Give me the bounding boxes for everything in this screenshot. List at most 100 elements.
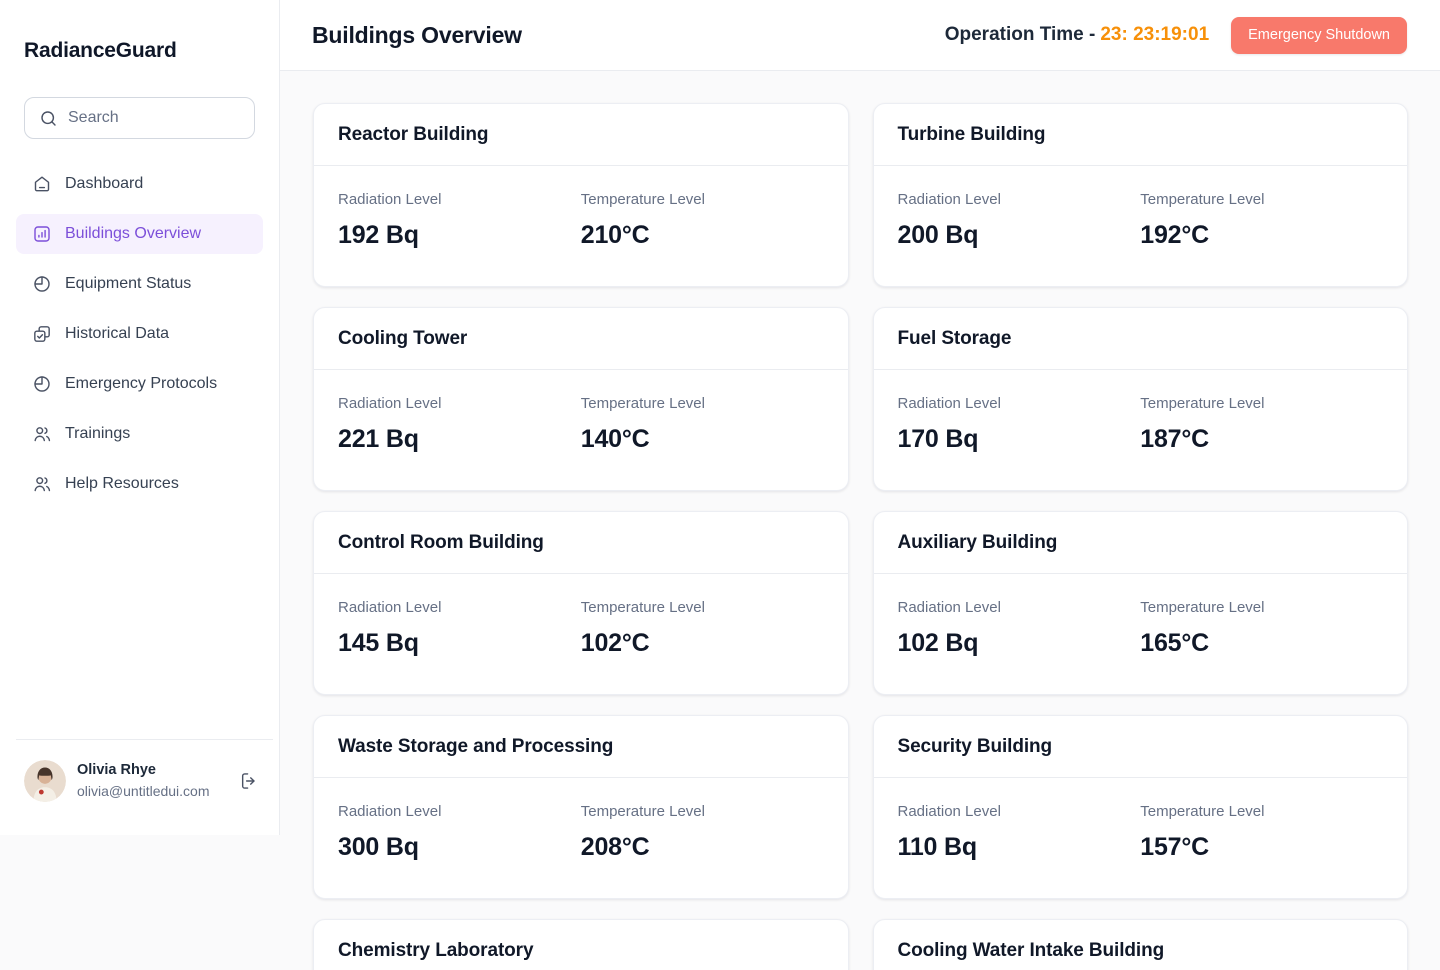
building-card-header: Reactor Building — [314, 104, 848, 166]
operation-time: Operation Time -23: 23:19:01 — [945, 24, 1209, 46]
radiation-value: 192 Bq — [338, 221, 419, 249]
building-card-body: Radiation Level 102 Bq Temperature Level… — [874, 574, 1408, 658]
building-card-body: Radiation Level 300 Bq Temperature Level… — [314, 778, 848, 862]
radiation-value: 300 Bq — [338, 833, 419, 861]
building-card-header: Cooling Tower — [314, 308, 848, 370]
building-card-header: Control Room Building — [314, 512, 848, 574]
radiation-label: Radiation Level — [897, 599, 1001, 616]
building-title: Cooling Water Intake Building — [897, 939, 1165, 961]
main-content: Reactor Building Radiation Level 192 Bq … — [281, 72, 1440, 970]
radiation-label: Radiation Level — [897, 395, 1001, 412]
temperature-metric: Temperature Level 102°C — [581, 599, 824, 658]
radiation-value: 145 Bq — [338, 629, 419, 657]
temperature-label: Temperature Level — [580, 803, 705, 820]
radiation-value: 221 Bq — [338, 425, 419, 453]
building-card-header: Fuel Storage — [873, 308, 1407, 370]
building-title: Reactor Building — [338, 123, 489, 145]
sidebar-item-label: Equipment Status — [65, 275, 192, 292]
radiation-metric: Radiation Level 170 Bq — [898, 395, 1141, 454]
logout-button[interactable] — [235, 768, 261, 794]
temperature-label: Temperature Level — [580, 191, 705, 208]
building-card-body: Radiation Level 221 Bq Temperature Level… — [314, 370, 848, 454]
building-title: Control Room Building — [338, 531, 544, 553]
building-card-auxiliary-building: Auxiliary Building Radiation Level 102 B… — [872, 511, 1408, 695]
temperature-value: 210°C — [580, 221, 650, 249]
profile-name: Olivia Rhye — [77, 762, 156, 779]
sidebar-item-help-resources[interactable]: Help Resources — [16, 464, 263, 504]
temperature-label: Temperature Level — [580, 395, 705, 412]
radiation-metric: Radiation Level 102 Bq — [898, 599, 1141, 658]
app-logo: RadianceGuard — [24, 39, 177, 62]
sidebar: RadianceGuard Dashboard Buildings Overvi… — [0, 0, 280, 835]
building-card-reactor-building: Reactor Building Radiation Level 192 Bq … — [313, 103, 849, 287]
temperature-label: Temperature Level — [1140, 599, 1265, 616]
building-card-security-building: Security Building Radiation Level 110 Bq… — [872, 715, 1408, 899]
building-card-body: Radiation Level 200 Bq Temperature Level… — [874, 166, 1408, 250]
radiation-label: Radiation Level — [897, 803, 1001, 820]
building-title: Turbine Building — [897, 123, 1046, 145]
radiation-metric: Radiation Level 200 Bq — [898, 191, 1141, 250]
radiation-label: Radiation Level — [338, 803, 442, 820]
sidebar-item-emergency-protocols[interactable]: Emergency Protocols — [16, 364, 263, 404]
temperature-label: Temperature Level — [1140, 803, 1265, 820]
log-out-icon — [238, 771, 258, 791]
temperature-metric: Temperature Level 157°C — [1140, 803, 1383, 862]
search-box[interactable] — [24, 97, 255, 139]
building-card-cooling-water-intake-building: Cooling Water Intake Building Radiation … — [872, 919, 1408, 970]
temperature-metric: Temperature Level 208°C — [581, 803, 824, 862]
user-profile: Olivia Rhye olivia@untitledui.com — [24, 760, 261, 802]
sidebar-item-historical-data[interactable]: Historical Data — [16, 314, 263, 354]
search-input[interactable] — [68, 109, 240, 127]
temperature-metric: Temperature Level 192°C — [1140, 191, 1383, 250]
temperature-label: Temperature Level — [580, 599, 705, 616]
sidebar-item-label: Buildings Overview — [65, 225, 202, 242]
building-title: Waste Storage and Processing — [338, 735, 614, 757]
sidebar-item-buildings-overview[interactable]: Buildings Overview — [16, 214, 263, 254]
pie-chart-icon — [32, 374, 52, 394]
temperature-value: 140°C — [580, 425, 650, 453]
radiation-metric: Radiation Level 192 Bq — [338, 191, 581, 250]
profile-divider — [16, 739, 273, 740]
building-title: Cooling Tower — [338, 327, 468, 349]
radiation-metric: Radiation Level 110 Bq — [898, 803, 1141, 862]
sidebar-item-label: Historical Data — [65, 325, 170, 342]
radiation-label: Radiation Level — [338, 599, 442, 616]
temperature-metric: Temperature Level 187°C — [1140, 395, 1383, 454]
radiation-label: Radiation Level — [897, 191, 1001, 208]
radiation-value: 110 Bq — [897, 833, 978, 861]
emergency-shutdown-button[interactable]: Emergency Shutdown — [1231, 16, 1407, 54]
pie-chart-icon — [32, 274, 52, 294]
radiation-label: Radiation Level — [338, 191, 442, 208]
temperature-label: Temperature Level — [1140, 395, 1265, 412]
building-card-header: Auxiliary Building — [873, 512, 1407, 574]
users-icon — [32, 474, 52, 494]
sidebar-item-equipment-status[interactable]: Equipment Status — [16, 264, 263, 304]
building-card-header: Chemistry Laboratory — [314, 920, 848, 970]
building-card-turbine-building: Turbine Building Radiation Level 200 Bq … — [872, 103, 1408, 287]
building-card-fuel-storage: Fuel Storage Radiation Level 170 Bq Temp… — [872, 307, 1408, 491]
radiation-label: Radiation Level — [338, 395, 442, 412]
radiation-metric: Radiation Level 221 Bq — [338, 395, 581, 454]
building-card-body: Radiation Level 170 Bq Temperature Level… — [874, 370, 1408, 454]
radiation-value: 200 Bq — [897, 221, 979, 249]
users-icon — [32, 424, 52, 444]
topbar-right: Operation Time -23: 23:19:01 Emergency S… — [945, 16, 1407, 54]
bar-chart-square-icon — [32, 224, 52, 244]
home-icon — [32, 174, 52, 194]
profile-info: Olivia Rhye olivia@untitledui.com — [77, 760, 210, 801]
radiation-value: 170 Bq — [897, 425, 979, 453]
building-card-waste-storage-and-processing: Waste Storage and Processing Radiation L… — [313, 715, 849, 899]
temperature-value: 187°C — [1140, 425, 1210, 453]
temperature-value: 165°C — [1140, 629, 1210, 657]
sidebar-item-dashboard[interactable]: Dashboard — [16, 164, 263, 204]
search-icon — [39, 109, 58, 128]
building-card-body: Radiation Level 145 Bq Temperature Level… — [314, 574, 848, 658]
sidebar-item-label: Help Resources — [65, 475, 179, 492]
temperature-metric: Temperature Level 165°C — [1140, 599, 1383, 658]
temperature-metric: Temperature Level 210°C — [581, 191, 824, 250]
building-card-header: Security Building — [873, 716, 1407, 778]
operation-time-value: 23: 23:19:01 — [1100, 24, 1210, 45]
radiation-metric: Radiation Level 145 Bq — [338, 599, 581, 658]
sidebar-item-trainings[interactable]: Trainings — [16, 414, 263, 454]
building-card-body: Radiation Level 192 Bq Temperature Level… — [314, 166, 848, 250]
